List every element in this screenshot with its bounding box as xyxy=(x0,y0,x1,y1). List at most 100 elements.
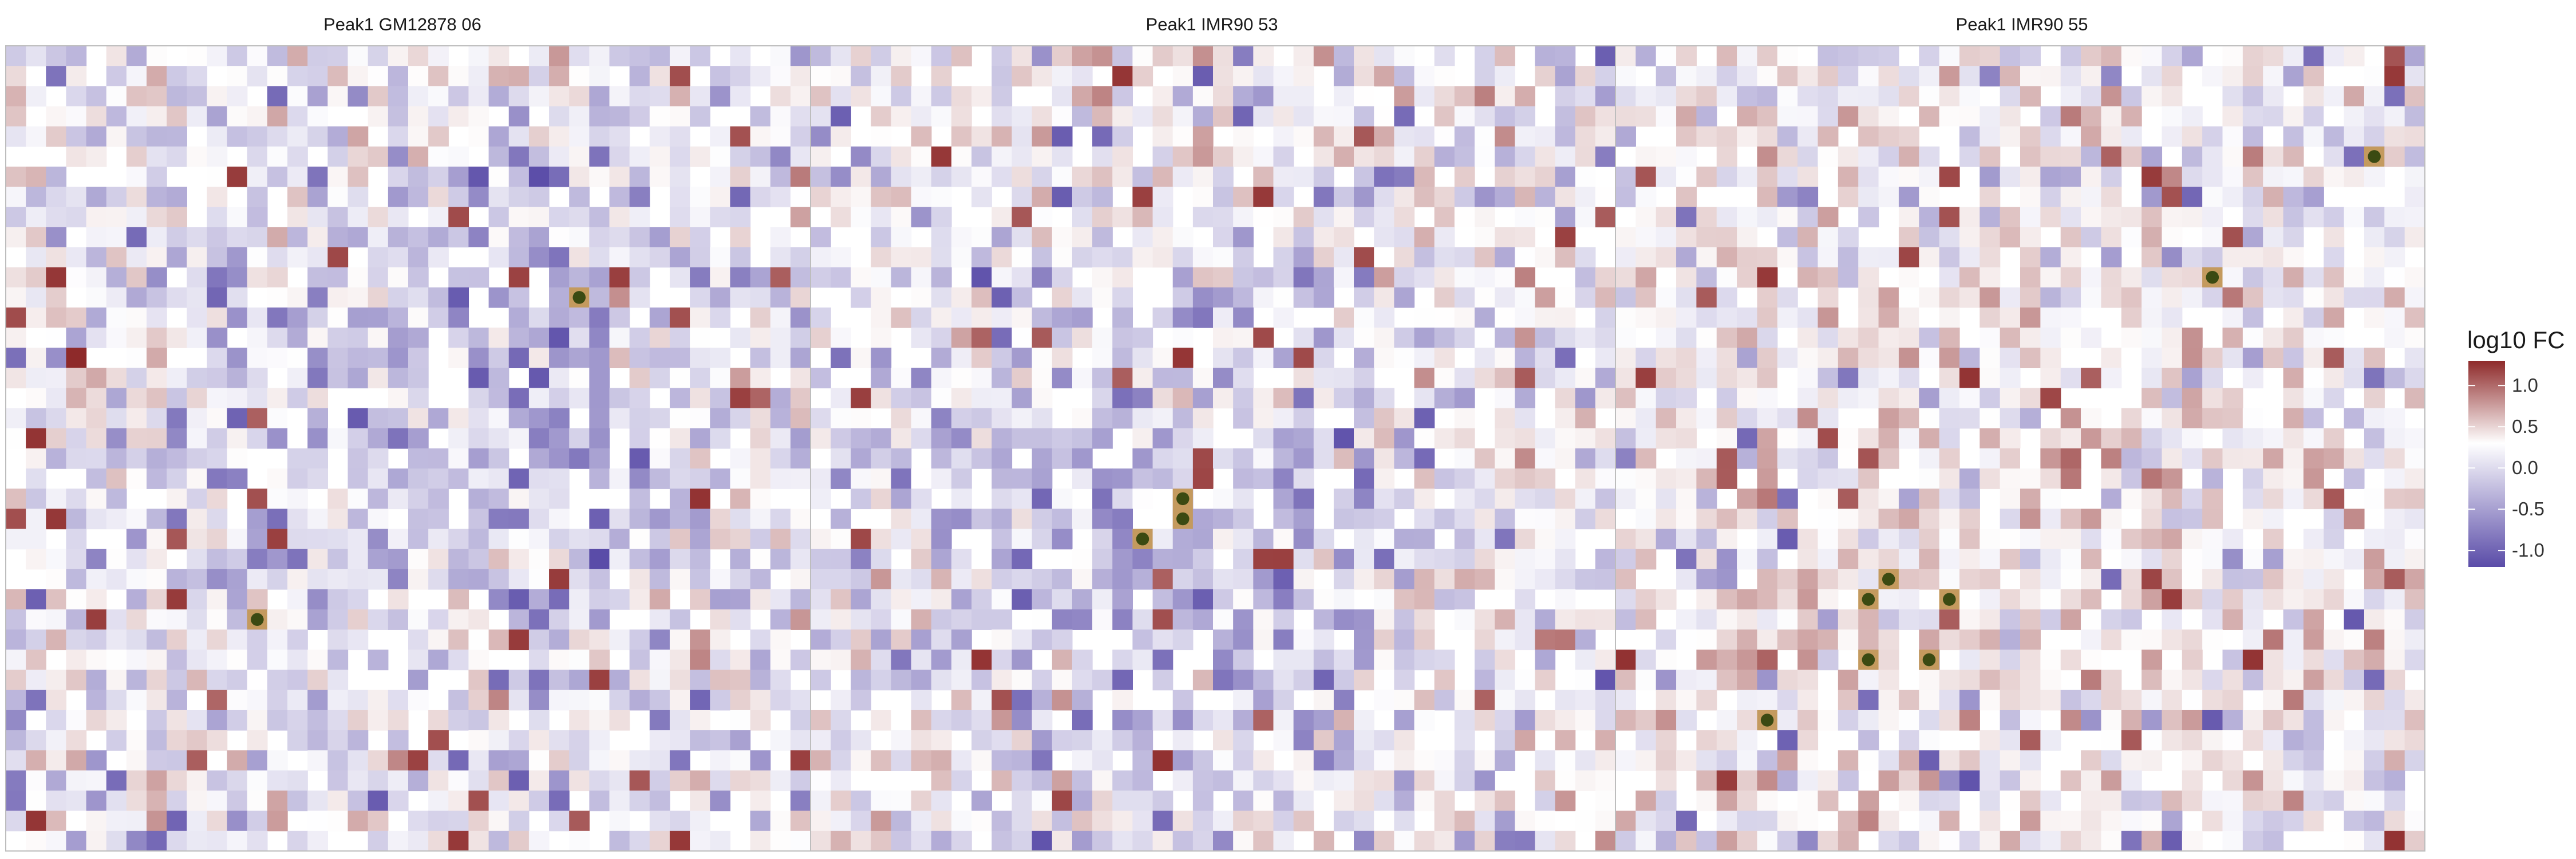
heatmap-cell xyxy=(227,428,248,449)
heatmap-cell xyxy=(508,106,530,127)
heatmap-cell xyxy=(187,589,208,610)
heatmap-cell xyxy=(1273,488,1294,510)
heatmap-cell xyxy=(1838,388,1859,409)
heatmap-cell xyxy=(1454,106,1475,127)
heatmap-cell xyxy=(1454,770,1475,791)
heatmap-cell xyxy=(1716,207,1737,227)
heatmap-cell xyxy=(147,126,167,147)
heatmap-cell xyxy=(1980,247,2001,268)
heatmap-cell xyxy=(167,609,187,630)
heatmap-cell xyxy=(247,166,268,187)
heatmap-cell xyxy=(851,649,872,671)
heatmap-cell xyxy=(167,428,187,449)
heatmap-cell xyxy=(468,569,489,590)
heatmap-cell xyxy=(2303,448,2324,469)
heatmap-cell xyxy=(1878,388,1899,409)
heatmap-cell xyxy=(106,187,127,207)
heatmap-cell xyxy=(1052,247,1073,268)
heatmap-cell xyxy=(1818,609,1839,630)
heatmap-cell xyxy=(1293,730,1314,751)
heatmap-cell xyxy=(1959,86,1980,107)
heatmap-cell xyxy=(1052,830,1073,852)
heatmap-cell xyxy=(669,46,690,66)
heatmap-cell xyxy=(1192,509,1214,530)
heatmap-cell xyxy=(1818,488,1839,510)
heatmap-cell xyxy=(1394,649,1415,671)
heatmap-cell xyxy=(327,549,349,570)
heatmap-cell xyxy=(1980,267,2001,288)
heatmap-cell xyxy=(629,830,650,852)
highlight-point xyxy=(1136,532,1149,546)
heatmap-cell xyxy=(408,166,429,187)
heatmap-cell xyxy=(1635,267,1657,288)
heatmap-cell xyxy=(1898,368,1919,389)
heatmap-cell xyxy=(247,207,268,227)
heatmap-cell xyxy=(649,46,670,66)
heatmap-cell xyxy=(1374,609,1394,630)
heatmap-cell xyxy=(1696,529,1717,550)
heatmap-cell xyxy=(1213,287,1234,308)
heatmap-cell xyxy=(1112,549,1133,570)
heatmap-cell xyxy=(1032,730,1053,751)
heatmap-cell xyxy=(2000,830,2021,852)
heatmap-cell xyxy=(1132,790,1153,811)
heatmap-cell xyxy=(1394,66,1415,86)
heatmap-cell xyxy=(187,46,208,66)
heatmap-cell xyxy=(2263,86,2284,107)
heatmap-cell xyxy=(1939,307,1960,328)
heatmap-cell xyxy=(2020,146,2041,167)
heatmap-cell xyxy=(408,187,429,207)
heatmap-cell xyxy=(247,187,268,207)
heatmap-cell xyxy=(669,187,690,207)
heatmap-cell xyxy=(2404,549,2425,570)
heatmap-cell xyxy=(2303,790,2324,811)
heatmap-cell xyxy=(1273,86,1294,107)
heatmap-cell xyxy=(126,669,147,691)
heatmap-cell xyxy=(1980,328,2001,348)
heatmap-cell xyxy=(1980,569,2001,590)
heatmap-cell xyxy=(851,569,872,590)
heatmap-cell xyxy=(1374,106,1394,127)
heatmap-cell xyxy=(1233,629,1254,651)
heatmap-cell xyxy=(1012,146,1033,167)
heatmap-cell xyxy=(1072,287,1093,308)
heatmap-cell xyxy=(86,428,107,449)
heatmap-cell xyxy=(2040,609,2061,630)
heatmap-cell xyxy=(549,146,570,167)
heatmap-cell xyxy=(1414,227,1435,248)
heatmap-cell xyxy=(1696,448,1717,469)
heatmap-cell xyxy=(2344,549,2365,570)
heatmap-cell xyxy=(528,227,550,248)
heatmap-cell xyxy=(1112,509,1133,530)
heatmap-cell xyxy=(750,468,771,489)
heatmap-cell xyxy=(2060,529,2081,550)
heatmap-cell xyxy=(1072,166,1093,187)
heatmap-cell xyxy=(569,187,590,207)
heatmap-cell xyxy=(46,689,67,711)
heatmap-cell xyxy=(2242,569,2263,590)
heatmap-cell xyxy=(2060,830,2081,852)
heatmap-cell xyxy=(1213,388,1234,409)
heatmap-cell xyxy=(1980,126,2001,147)
heatmap-cell xyxy=(1374,146,1394,167)
heatmap-cell xyxy=(831,529,851,550)
heatmap-cell xyxy=(428,750,449,771)
heatmap-cell xyxy=(247,368,268,389)
heatmap-cell xyxy=(207,689,228,711)
heatmap-cell xyxy=(2324,166,2345,187)
heatmap-cell xyxy=(207,227,228,248)
heatmap-cell xyxy=(549,649,570,671)
heatmap-cell xyxy=(549,247,570,268)
heatmap-cell xyxy=(1374,649,1394,671)
heatmap-cell xyxy=(227,609,248,630)
heatmap-cell xyxy=(2324,126,2345,147)
heatmap-cell xyxy=(2142,710,2163,731)
heatmap-cell xyxy=(1797,428,1819,449)
heatmap-cell xyxy=(2121,287,2142,308)
heatmap-cell xyxy=(669,750,690,771)
heatmap-cell xyxy=(1757,267,1778,288)
heatmap-cell xyxy=(951,166,972,187)
heatmap-cell xyxy=(2283,187,2304,207)
heatmap-cell xyxy=(428,790,449,811)
heatmap-cell xyxy=(2303,166,2324,187)
